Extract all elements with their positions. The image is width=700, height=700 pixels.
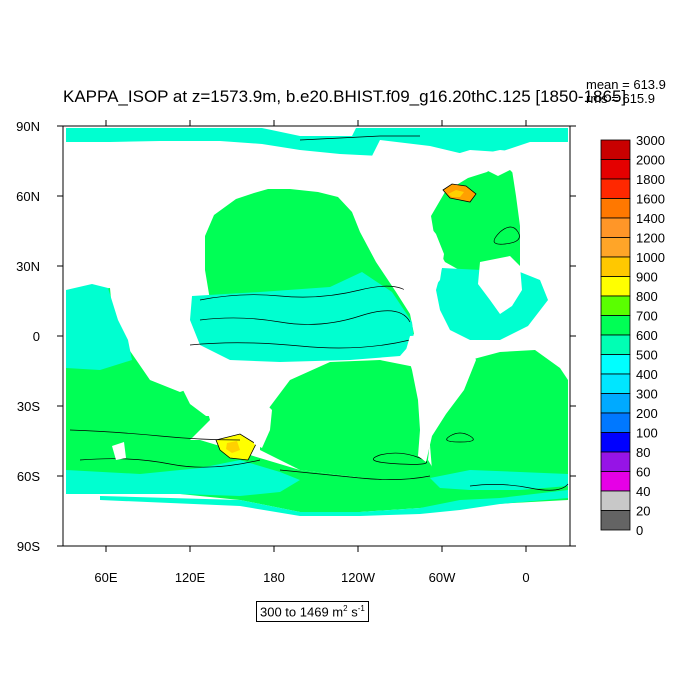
- asia: [66, 226, 196, 286]
- colorbar-swatch: [600, 451, 631, 472]
- units-box: 300 to 1469 m2 s-1: [256, 601, 369, 623]
- lon-labels: 60E 120E 180 120W 60W 0: [94, 570, 529, 585]
- colorbar-label: 40: [636, 484, 650, 499]
- contour-lines: [69, 135, 569, 491]
- lon-label: 180: [263, 570, 285, 585]
- lat-label: 90N: [16, 119, 40, 134]
- land-masses: [66, 140, 568, 462]
- units-exponent-1: 2: [343, 604, 348, 613]
- colorbar-label: 700: [636, 309, 658, 324]
- high-value-core-south: [226, 441, 240, 453]
- colorbar-swatch: [600, 432, 631, 453]
- units-text: 300 to 1469 m: [260, 604, 344, 620]
- lon-label: 60E: [94, 570, 117, 585]
- map-panel: 90N 60N 30N 0 30S 60S 90S 60E 120E 180 1…: [16, 119, 576, 585]
- colorbar: 3000200018001600140012001000900800700600…: [600, 133, 665, 538]
- colorbar-swatch: [600, 178, 631, 199]
- colorbar-label: 200: [636, 406, 658, 421]
- colorbar-label: 20: [636, 504, 650, 519]
- lon-label: 0: [522, 570, 529, 585]
- colorbar-swatch: [600, 139, 631, 160]
- colorbar-label: 400: [636, 367, 658, 382]
- colorbar-label: 1800: [636, 172, 665, 187]
- colorbar-label: 600: [636, 328, 658, 343]
- africa-edge: [560, 316, 568, 350]
- lat-label: 0: [33, 329, 40, 344]
- colorbar-swatch: [600, 471, 631, 492]
- map-ticks: [57, 120, 576, 552]
- colorbar-label: 1200: [636, 231, 665, 246]
- north-america: [372, 140, 556, 200]
- colorbar-label: 0: [636, 523, 643, 538]
- high-value-core-north: [448, 190, 464, 197]
- colorbar-swatch: [600, 334, 631, 355]
- colorbar-swatch: [600, 393, 631, 414]
- colorbar-label: 80: [636, 445, 650, 460]
- map-title: KAPPA_ISOP at z=1573.9m, b.e20.BHIST.f09…: [63, 87, 627, 106]
- colorbar-swatch: [600, 412, 631, 433]
- colorbar-swatch: [600, 217, 631, 238]
- lat-label: 60S: [17, 469, 40, 484]
- units-text-2: s: [347, 604, 358, 620]
- colorbar-label: 60: [636, 465, 650, 480]
- lat-label: 30S: [17, 399, 40, 414]
- colorbar-swatch: [600, 276, 631, 297]
- lat-labels: 90N 60N 30N 0 30S 60S 90S: [16, 119, 40, 554]
- colorbar-label: 900: [636, 270, 658, 285]
- colorbar-label: 1400: [636, 211, 665, 226]
- colorbar-swatch: [600, 315, 631, 336]
- australia: [182, 360, 248, 416]
- colorbar-swatch: [600, 198, 631, 219]
- colorbar-label: 2000: [636, 153, 665, 168]
- colorbar-swatch: [600, 490, 631, 511]
- central-america: [396, 214, 444, 318]
- south-america: [406, 334, 476, 462]
- colorbar-label: 300: [636, 387, 658, 402]
- colorbar-swatch: [600, 256, 631, 277]
- colorbar-swatch: [600, 295, 631, 316]
- lat-label: 60N: [16, 189, 40, 204]
- lat-label: 30N: [16, 259, 40, 274]
- lon-label: 120E: [175, 570, 206, 585]
- new-zealand: [252, 400, 272, 448]
- colorbar-swatch: [600, 354, 631, 375]
- lat-label: 90S: [17, 539, 40, 554]
- lon-label: 60W: [429, 570, 456, 585]
- mean-stat: mean = 613.9: [586, 77, 666, 92]
- colorbar-swatch: [600, 373, 631, 394]
- west-africa: [478, 256, 522, 314]
- colorbar-swatch: [600, 237, 631, 258]
- rms-stat: rms = 615.9: [586, 91, 656, 106]
- colorbar-swatch: [600, 159, 631, 180]
- colorbar-label: 3000: [636, 133, 665, 148]
- colorbar-label: 800: [636, 289, 658, 304]
- lon-label: 120W: [341, 570, 376, 585]
- colorbar-swatch: [600, 510, 631, 531]
- colorbar-label: 1000: [636, 250, 665, 265]
- colorbar-label: 1600: [636, 192, 665, 207]
- units-exponent-2: -1: [357, 604, 365, 613]
- kerguelen-island: [112, 442, 126, 460]
- colorbar-label: 100: [636, 426, 658, 441]
- colorbar-label: 500: [636, 348, 658, 363]
